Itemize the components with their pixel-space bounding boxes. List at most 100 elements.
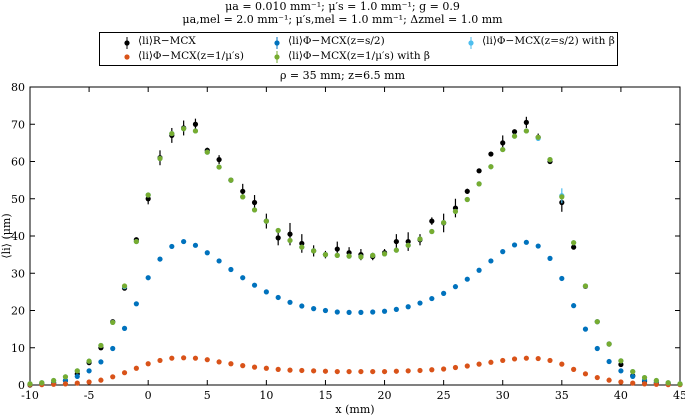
data-point xyxy=(216,164,222,170)
data-point xyxy=(204,250,210,256)
data-point xyxy=(500,146,506,153)
data-point xyxy=(322,368,329,374)
data-point xyxy=(370,252,376,258)
data-point xyxy=(523,239,529,245)
data-point xyxy=(263,289,269,295)
data-point xyxy=(618,368,624,374)
data-point xyxy=(169,130,175,137)
data-point xyxy=(594,345,600,352)
x-tick-label: -10 xyxy=(21,389,39,402)
data-point xyxy=(51,377,57,384)
series-0 xyxy=(27,116,683,388)
x-tick-label: 10 xyxy=(259,389,273,402)
legend-label-phi-mcx-zs2-beta: ⟨li⟩Φ−MCX(z=s/2) with β xyxy=(482,35,615,47)
data-point xyxy=(275,294,281,301)
data-point xyxy=(381,251,388,257)
data-point xyxy=(358,254,364,260)
data-point xyxy=(370,368,376,375)
data-point xyxy=(86,358,92,364)
data-point xyxy=(251,199,258,206)
data-point xyxy=(441,366,447,372)
data-point xyxy=(145,275,151,281)
data-point xyxy=(511,129,518,135)
data-point xyxy=(381,308,388,314)
data-point xyxy=(98,377,104,383)
x-tick-label: 45 xyxy=(673,389,685,402)
data-point xyxy=(464,196,470,203)
data-point xyxy=(121,370,128,376)
legend-marker-phi-mcx-zs2 xyxy=(274,37,280,49)
x-tick-label: 25 xyxy=(437,389,451,402)
data-point xyxy=(192,121,199,127)
data-point xyxy=(181,238,187,245)
data-point xyxy=(299,240,305,247)
data-point xyxy=(441,219,447,226)
data-point xyxy=(653,377,659,384)
x-tick-label: 40 xyxy=(614,389,628,402)
data-point xyxy=(618,379,624,385)
data-point xyxy=(476,168,482,174)
data-point xyxy=(476,267,482,273)
data-point xyxy=(192,128,199,134)
data-point xyxy=(121,325,128,331)
data-point xyxy=(251,364,258,370)
data-point xyxy=(559,194,565,200)
data-point xyxy=(665,380,671,386)
data-point xyxy=(429,367,435,373)
data-point xyxy=(547,255,553,261)
data-point xyxy=(500,140,506,146)
legend-label-phi-mcx-z1mus-beta: ⟨li⟩Φ−MCX(z=1/μ′s) with β xyxy=(288,50,430,62)
data-point xyxy=(405,368,411,374)
data-point xyxy=(464,276,470,282)
y-tick-label: 40 xyxy=(11,230,25,243)
x-tick-label: 0 xyxy=(145,389,152,402)
data-point xyxy=(630,368,636,375)
x-tick-label: 30 xyxy=(496,389,510,402)
data-point xyxy=(346,368,352,375)
data-point xyxy=(157,357,163,364)
data-point xyxy=(535,134,541,140)
data-point xyxy=(571,244,577,250)
plot-subtitle: ρ = 35 mm; z=6.5 mm xyxy=(279,69,406,82)
x-tick-label: -5 xyxy=(84,389,95,402)
data-point xyxy=(169,243,175,250)
data-point xyxy=(452,208,459,215)
data-point xyxy=(393,368,399,374)
data-point xyxy=(571,366,577,372)
data-point xyxy=(488,359,494,365)
data-point xyxy=(181,355,187,361)
data-point xyxy=(393,247,399,253)
data-point xyxy=(429,228,435,235)
x-tick-label: 15 xyxy=(318,389,332,402)
data-point xyxy=(98,342,104,349)
data-point xyxy=(181,126,187,132)
data-point xyxy=(358,309,364,315)
y-axis-label: ⟨li⟩ (μm) xyxy=(0,213,13,258)
data-point xyxy=(358,368,364,375)
data-point xyxy=(582,283,589,289)
data-point xyxy=(488,164,494,170)
data-point xyxy=(594,374,600,381)
data-point xyxy=(630,373,636,380)
data-point xyxy=(251,282,258,288)
data-point xyxy=(511,356,518,362)
data-point xyxy=(133,301,139,307)
y-tick-label: 70 xyxy=(11,118,25,131)
axes-box xyxy=(29,86,681,386)
data-point xyxy=(169,355,175,361)
data-point xyxy=(204,149,210,155)
data-point xyxy=(334,252,340,258)
data-point xyxy=(98,359,104,365)
y-tick-label: 30 xyxy=(11,267,25,280)
data-point xyxy=(523,128,529,134)
data-point xyxy=(393,306,399,312)
data-point xyxy=(606,358,612,365)
data-point xyxy=(594,319,600,325)
chart-title-line-1: μa = 0.010 mm⁻¹; μ′s = 1.0 mm⁻¹; g = 0.9 xyxy=(225,0,460,13)
data-point xyxy=(51,381,57,387)
data-point xyxy=(405,242,411,248)
data-point xyxy=(287,299,293,305)
data-point xyxy=(452,364,459,371)
data-point xyxy=(488,258,494,264)
data-point xyxy=(311,248,317,254)
